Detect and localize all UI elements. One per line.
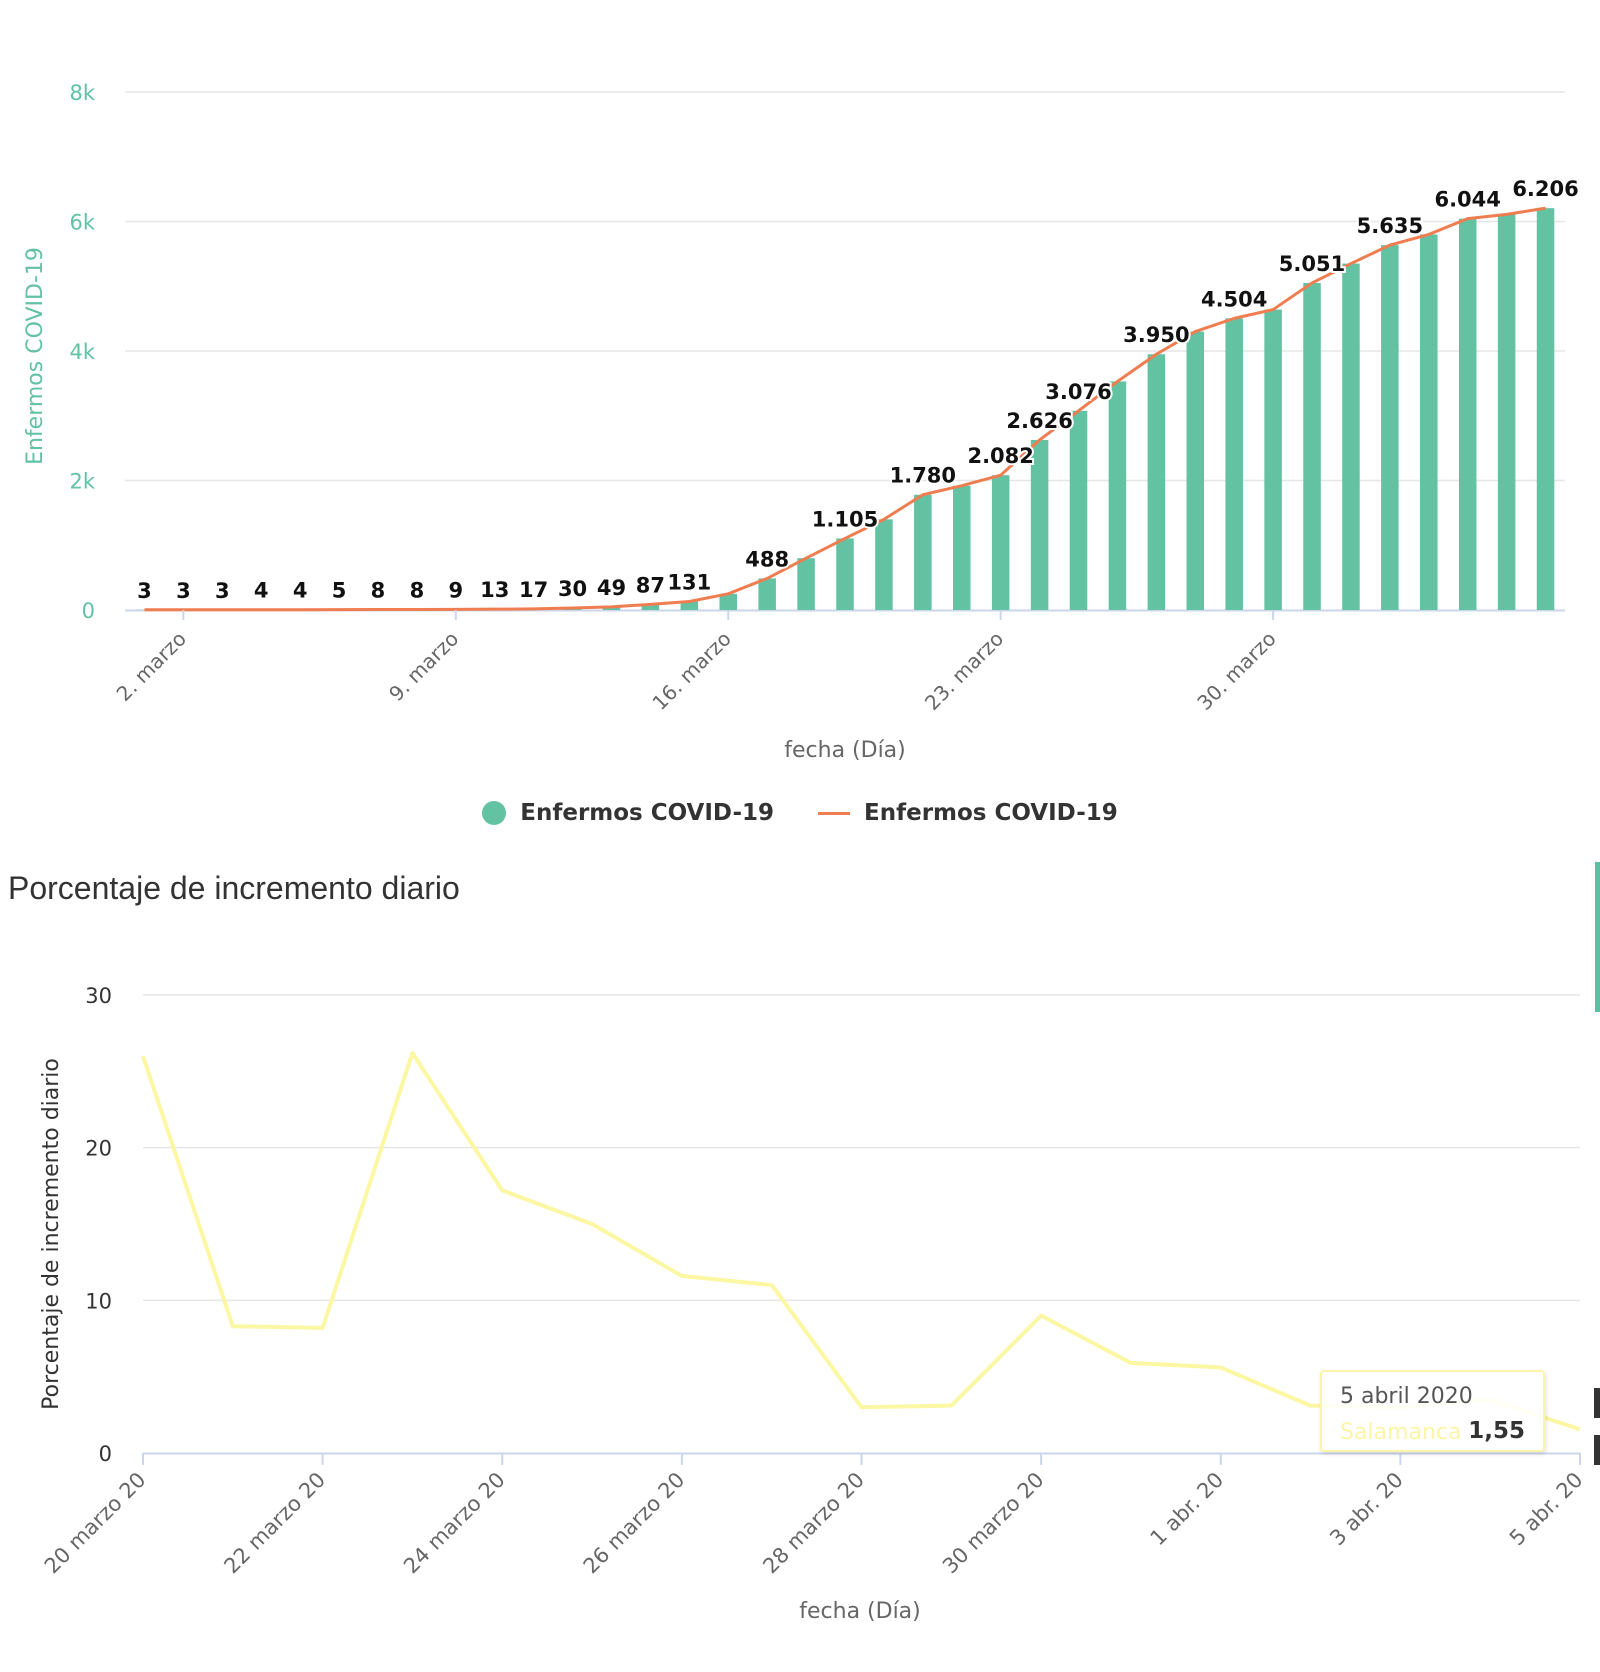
y-tick-label: 4k — [69, 340, 95, 364]
x-tick-label: 3 abr. 20 — [1325, 1468, 1408, 1551]
bar — [680, 601, 699, 610]
bar — [914, 494, 932, 610]
y-tick-label: 30 — [85, 984, 112, 1008]
data-label: 6.206 — [1512, 177, 1578, 201]
data-label: 3.950 — [1123, 323, 1189, 347]
bar — [602, 606, 621, 610]
y-tick-label: 10 — [85, 1289, 112, 1313]
y-tick-label: 6k — [69, 211, 95, 235]
edge-mark — [1594, 1435, 1600, 1465]
bar — [953, 485, 971, 610]
y-tick-label: 8k — [69, 81, 95, 105]
x-tick-label: 23. marzo — [920, 627, 1008, 715]
bar — [1536, 208, 1555, 610]
data-label: 9 — [448, 578, 463, 602]
x-tick-label: 16. marzo — [647, 627, 735, 715]
y-tick-label: 0 — [99, 1442, 112, 1466]
x-tick-label: 30. marzo — [1192, 627, 1280, 715]
data-label: 5.635 — [1357, 214, 1423, 238]
bar — [1264, 309, 1282, 610]
bar — [758, 578, 776, 610]
bar — [991, 475, 1010, 610]
data-label: 2.626 — [1006, 409, 1072, 433]
bar — [836, 538, 854, 610]
data-label: 5.051 — [1279, 252, 1345, 276]
data-label: 3 — [176, 579, 191, 603]
x-tick-label: 28 marzo 20 — [758, 1468, 869, 1579]
x-tick-label: 22 marzo 20 — [219, 1468, 330, 1579]
y-axis-title: Porcentaje de incremento diario — [39, 1058, 64, 1410]
x-tick-label: 30 marzo 20 — [938, 1468, 1049, 1579]
chart-tooltip: 5 abril 2020 Salamanca 1,55 — [1320, 1370, 1545, 1452]
data-label: 5 — [332, 579, 347, 603]
tooltip-value: 1,55 — [1468, 1418, 1525, 1444]
bar — [1420, 234, 1438, 610]
section-title: Porcentaje de incremento diario — [8, 870, 460, 906]
data-label: 3.076 — [1045, 380, 1111, 404]
bar — [1342, 263, 1360, 610]
legend-label-line: Enfermos COVID-19 — [864, 800, 1118, 826]
bar — [1147, 354, 1166, 610]
edge-mark — [1594, 1388, 1600, 1418]
data-label: 4 — [293, 579, 308, 603]
data-label: 13 — [480, 578, 509, 602]
bar — [1381, 245, 1399, 611]
data-label: 4 — [254, 579, 269, 603]
tooltip-series: Salamanca — [1340, 1420, 1462, 1445]
data-label: 49 — [597, 576, 626, 600]
daily-increase-chart: 0 10 20 30 Porcentaje de incremento diario 20… — [39, 984, 1588, 1624]
y-axis-title: Enfermos COVID-19 — [23, 247, 48, 465]
data-label: 3 — [215, 579, 230, 603]
x-tick-label: 1 abr. 20 — [1146, 1468, 1229, 1551]
data-label: 488 — [745, 547, 789, 571]
bar — [875, 519, 893, 610]
data-label: 6.044 — [1434, 188, 1500, 212]
bar — [1458, 218, 1477, 610]
data-label: 8 — [410, 578, 425, 602]
x-tick-label: 24 marzo 20 — [399, 1468, 510, 1579]
data-label: 2.082 — [967, 444, 1033, 468]
y-tick-label: 20 — [85, 1137, 112, 1161]
tooltip-date: 5 abril 2020 — [1340, 1384, 1473, 1409]
data-label: 87 — [636, 573, 665, 597]
bar — [1225, 318, 1243, 610]
bar — [1303, 282, 1321, 610]
bar — [1186, 331, 1205, 610]
bar — [1108, 381, 1127, 610]
data-label: 4.504 — [1201, 287, 1267, 311]
bar — [1030, 439, 1049, 610]
scrollbar-accent — [1595, 862, 1600, 1012]
data-label: 131 — [667, 571, 711, 595]
legend-item-line[interactable]: Enfermos COVID-19 — [818, 800, 1118, 826]
data-label: 3 — [137, 579, 152, 603]
x-axis-title: fecha (Día) — [784, 738, 906, 763]
legend-line-icon — [818, 811, 850, 815]
bar — [1069, 410, 1088, 610]
data-label: 17 — [519, 578, 548, 602]
data-label: 1.105 — [812, 507, 878, 531]
bar — [641, 604, 660, 610]
x-tick-label: 5 abr. 20 — [1505, 1468, 1588, 1551]
data-label: 1.780 — [890, 464, 956, 488]
trend-line — [144, 206, 1546, 612]
x-tick-label: 26 marzo 20 — [579, 1468, 690, 1579]
data-label: 30 — [558, 577, 587, 601]
bar — [719, 593, 737, 610]
data-label: 8 — [371, 578, 386, 602]
x-axis-title: fecha (Día) — [799, 1599, 921, 1624]
cases-chart-legend: Enfermos COVID-19 Enfermos COVID-19 — [0, 800, 1600, 826]
legend-dot-icon — [482, 801, 507, 825]
x-tick-label: 9. marzo — [384, 627, 463, 706]
bar — [1497, 214, 1516, 610]
bar — [797, 558, 815, 610]
x-tick-label: 20 marzo 20 — [40, 1468, 151, 1579]
y-tick-label: 0 — [82, 599, 95, 623]
x-tick-label: 2. marzo — [112, 627, 191, 706]
legend-label-bars: Enfermos COVID-19 — [520, 800, 774, 826]
legend-item-bars[interactable]: Enfermos COVID-19 — [482, 800, 774, 826]
y-tick-label: 2k — [69, 470, 95, 494]
